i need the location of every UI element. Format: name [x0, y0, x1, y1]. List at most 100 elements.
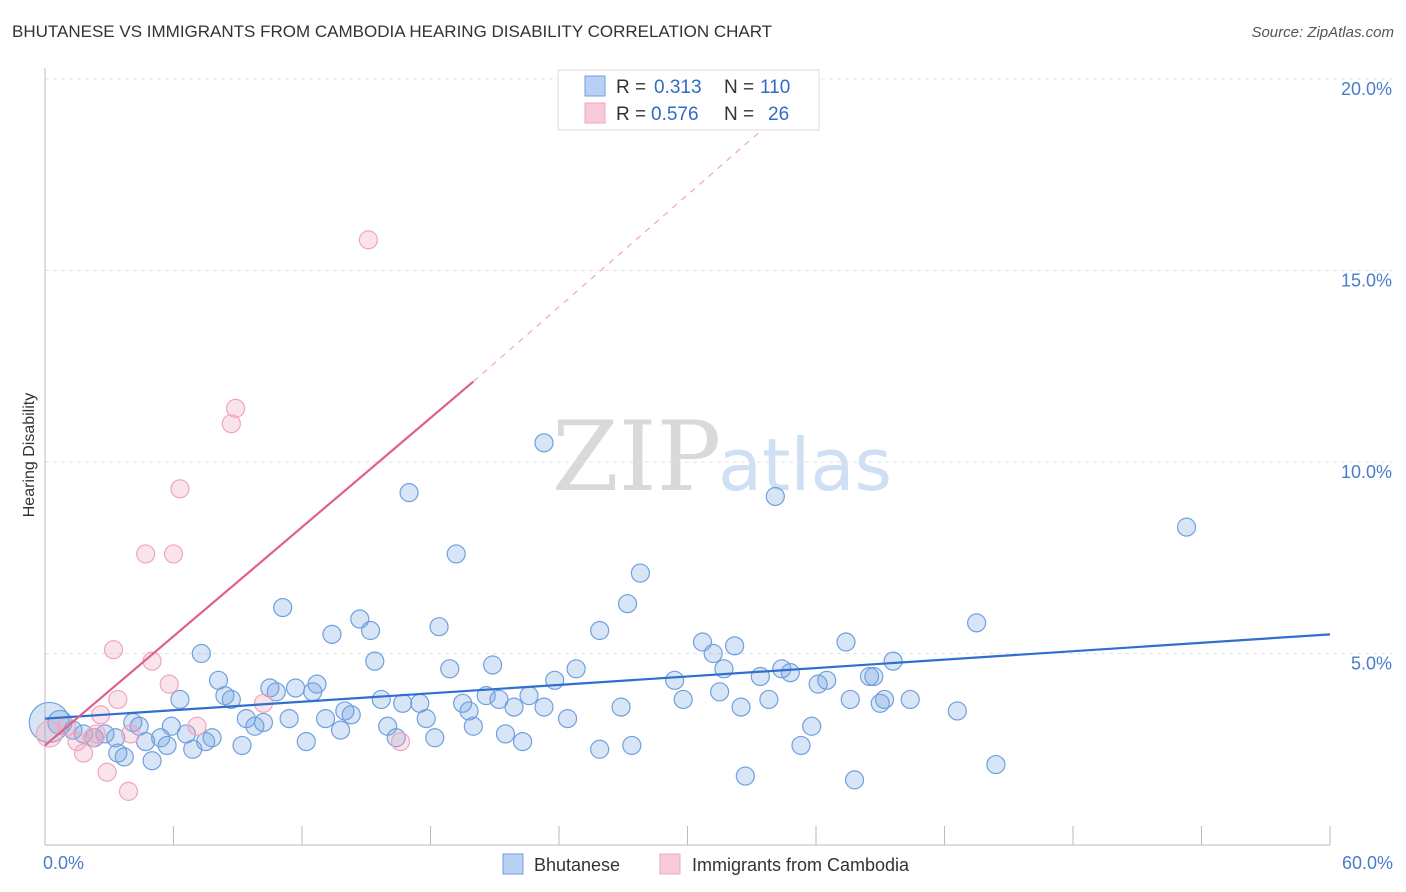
legend-top-n-value-1: 110: [760, 77, 790, 98]
y-tick-label-20: 20.0%: [1341, 79, 1392, 99]
bhutanese-point-44: [365, 651, 385, 671]
bhutanese-point-83: [725, 636, 745, 656]
bhutanese-point-43: [360, 620, 381, 641]
legend-bottom: Bhutanese Immigrants from Cambodia: [502, 853, 910, 875]
bhutanese-point-80: [703, 643, 723, 664]
bhutanese-point-60: [483, 655, 503, 675]
bhutanese-point-48: [393, 693, 413, 713]
bhutanese-point-71: [590, 739, 610, 759]
cambodia-trend-line: [44, 380, 475, 747]
bhutanese-point-91: [791, 735, 811, 756]
bhutanese-point-59: [476, 686, 496, 706]
bhutanese-point-6: [106, 728, 126, 748]
bhutanese-point-49: [399, 483, 419, 503]
bhutanese-point-101: [874, 689, 895, 710]
bhutanese-point-67: [534, 433, 554, 453]
bhutanese-point-78: [673, 689, 693, 710]
cambodia-point-12: [136, 544, 156, 564]
bhutanese-point-64: [512, 731, 533, 752]
bhutanese-point-52: [425, 728, 445, 748]
legend-top-n-value-2: 26: [768, 104, 789, 125]
bhutanese-point-102: [883, 651, 903, 671]
bhutanese-trend-line: [44, 633, 1331, 720]
legend-top-r-label-1: R =: [616, 77, 646, 98]
bhutanese-point-73: [611, 697, 631, 717]
legend-top-n-label-2: N =: [724, 104, 754, 125]
x-tick-label-start: 0.0%: [43, 853, 84, 873]
bhutanese-point-34: [296, 731, 316, 752]
bhutanese-point-38: [322, 624, 342, 644]
cambodia-point-17: [187, 716, 207, 736]
cambodia-point-7: [97, 762, 117, 782]
bhutanese-point-63: [504, 697, 524, 717]
legend-top-r-label-2: R =: [616, 104, 646, 125]
cambodia-point-11: [121, 724, 141, 744]
bhutanese-point-74: [617, 594, 638, 614]
watermark-atlas: atlas: [718, 423, 892, 507]
cambodia-point-18: [221, 414, 241, 434]
bhutanese-point-11: [136, 731, 156, 752]
y-tick-label-10: 10.0%: [1341, 462, 1392, 482]
bhutanese-point-66: [534, 697, 554, 717]
cambodia-point-21: [358, 230, 378, 250]
cambodia-point-16: [170, 479, 190, 499]
bhutanese-point-12: [142, 751, 162, 771]
bhutanese-point-98: [859, 666, 880, 687]
bhutanese-point-87: [759, 689, 779, 710]
cambodia-point-22: [390, 731, 411, 752]
bhutanese-point-88: [765, 486, 785, 507]
grid-layer: [45, 78, 1392, 654]
legend-top-swatch-blue: [584, 75, 606, 97]
points-layer: [28, 230, 1197, 801]
bhutanese-point-107: [1176, 517, 1197, 537]
bhutanese-point-54: [440, 659, 460, 679]
bhutanese-point-62: [495, 724, 516, 744]
bhutanese-point-37: [315, 709, 336, 729]
bhutanese-point-85: [735, 766, 755, 786]
bhutanese-point-57: [459, 701, 479, 721]
cambodia-point-9: [108, 689, 128, 710]
bhutanese-point-84: [731, 697, 751, 717]
bhutanese-point-69: [557, 709, 578, 729]
bhutanese-point-90: [780, 663, 800, 683]
bhutanese-point-105: [967, 613, 987, 633]
bhutanese-point-19: [191, 643, 211, 664]
cambodia-trend-extension: [472, 82, 817, 383]
bhutanese-point-94: [817, 670, 837, 690]
bhutanese-point-95: [836, 632, 856, 652]
chart-title: BHUTANESE VS IMMIGRANTS FROM CAMBODIA HE…: [12, 22, 773, 41]
bhutanese-point-70: [566, 659, 586, 679]
legend-top-swatch-pink: [584, 102, 606, 124]
y-tick-label-15: 15.0%: [1341, 271, 1392, 291]
bhutanese-point-33: [285, 678, 306, 698]
bhutanese-point-72: [590, 620, 610, 641]
cambodia-point-3: [73, 743, 94, 763]
bhutanese-point-32: [279, 709, 299, 729]
legend-top: R = 0.313 N = 110 R = 0.576 N = 26: [557, 69, 820, 131]
legend-top-r-value-1: 0.313: [654, 77, 702, 98]
bhutanese-point-8: [114, 747, 134, 767]
bhutanese-point-96: [840, 689, 860, 710]
legend-top-n-label-1: N =: [724, 77, 754, 98]
bhutanese-point-25: [232, 735, 252, 756]
bhutanese-point-16: [170, 689, 190, 710]
cambodia-point-5: [86, 724, 107, 744]
bhutanese-point-77: [665, 670, 685, 690]
bhutanese-point-28: [253, 712, 274, 733]
bhutanese-point-58: [463, 716, 483, 736]
bhutanese-point-15: [161, 716, 181, 736]
cambodia-point-10: [118, 781, 139, 801]
legend-bottom-label-blue: Bhutanese: [534, 855, 620, 875]
bhutanese-point-30: [266, 682, 286, 702]
cambodia-point-8: [103, 640, 124, 660]
cambodia-point-14: [159, 674, 179, 694]
bhutanese-point-65: [519, 686, 539, 706]
bhutanese-point-92: [802, 716, 822, 736]
y-tick-label-5: 5.0%: [1351, 654, 1392, 674]
cambodia-point-19: [226, 398, 246, 418]
bhutanese-point-104: [947, 701, 967, 721]
bhutanese-point-61: [489, 689, 509, 710]
legend-bottom-swatch-blue: [502, 853, 524, 875]
legend-top-r-value-2: 0.576: [651, 104, 699, 125]
